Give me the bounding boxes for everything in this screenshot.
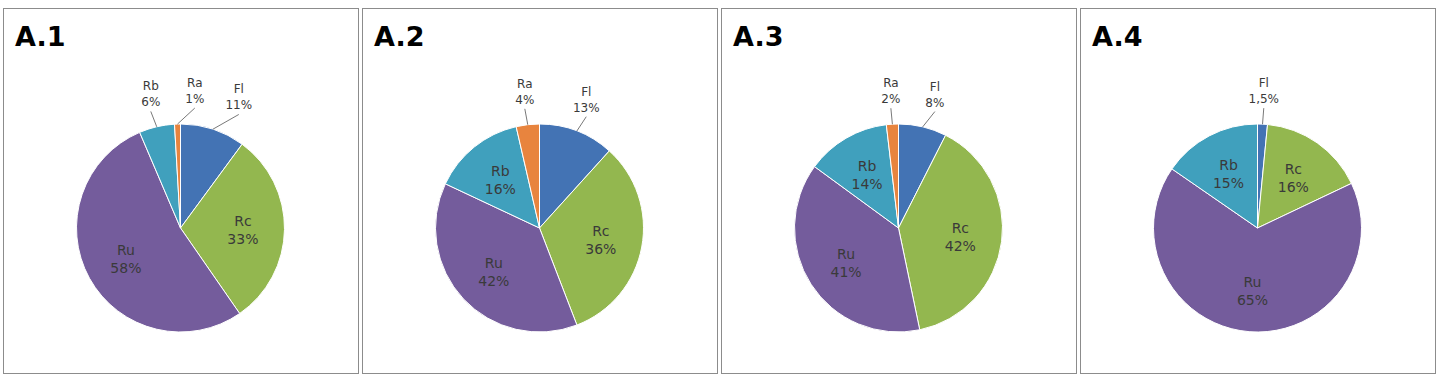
slice-value: 58% — [110, 260, 141, 276]
pie-slice — [886, 124, 898, 228]
data-label: Fl 13% — [573, 85, 600, 115]
slice-category: Rc — [234, 213, 251, 229]
slice-category: Ra — [517, 77, 532, 91]
data-label: Rb 6% — [141, 79, 160, 109]
pie-panel: A.3 Rc 42% Ru 41% Rb 14% Ra 2% Fl 8% — [722, 9, 1077, 374]
leader-line — [213, 114, 239, 129]
data-label: Fl 8% — [925, 80, 944, 110]
data-label: Rb 16% — [485, 163, 516, 197]
slice-value: 16% — [1278, 179, 1309, 195]
slice-value: 15% — [1213, 175, 1244, 191]
data-label: Rb 14% — [851, 158, 882, 192]
leader-line — [151, 111, 157, 126]
slice-category: Rb — [143, 79, 159, 93]
slice-category: Rb — [1219, 157, 1238, 173]
chart-title: A.2 — [374, 21, 424, 52]
slice-category: Ra — [883, 76, 898, 90]
data-label: Ra 4% — [515, 77, 534, 107]
slice-value: 4% — [515, 93, 534, 107]
slice-value: 8% — [925, 96, 944, 110]
data-label: Ra 1% — [185, 76, 204, 106]
pie: Rc 33% Ru 58% Rb 6% Ra 1% Fl 11% — [77, 76, 285, 332]
data-label: Ru 58% — [110, 242, 141, 276]
panel-frame — [4, 9, 359, 374]
data-labels: Rc 16% Ru 65% Rb 15% Fl 1,5% — [1213, 76, 1309, 308]
slice-value: 42% — [945, 238, 976, 254]
slice-category: Ra — [187, 76, 202, 90]
slice-value: 16% — [485, 181, 516, 197]
data-labels: Rc 36% Ru 42% Rb 16% Ra 4% Fl 13% — [478, 77, 616, 289]
pie-slice — [516, 124, 539, 228]
slice-value: 41% — [830, 264, 861, 280]
data-label: Rc 42% — [945, 220, 976, 254]
data-label: Rb 15% — [1213, 157, 1244, 191]
slice-value: 1,5% — [1249, 92, 1280, 106]
slice-value: 6% — [141, 95, 160, 109]
slice-value: 13% — [573, 101, 600, 115]
pie: Rc 42% Ru 41% Rb 14% Ra 2% Fl 8% — [795, 76, 1003, 332]
slice-category: Ru — [485, 255, 503, 271]
data-label: Rc 16% — [1278, 161, 1309, 195]
chart-title: A.4 — [1092, 21, 1142, 52]
pie: Rc 16% Ru 65% Rb 15% Fl 1,5% — [1154, 76, 1362, 332]
slice-category: Rc — [952, 220, 969, 236]
pie-panel: A.1 Rc 33% Ru 58% Rb 6% Ra 1% Fl 11% — [4, 9, 359, 374]
data-label: Rc 36% — [585, 223, 616, 257]
data-label: Fl 11% — [225, 82, 252, 112]
slice-category: Ru — [837, 246, 855, 262]
pie-slice — [175, 124, 181, 228]
leader-line — [1263, 108, 1264, 124]
leader-line — [178, 108, 195, 124]
pie-slice — [140, 124, 181, 228]
slice-category: Rb — [858, 158, 877, 174]
slice-value: 11% — [225, 98, 252, 112]
slice-category: Rc — [592, 223, 609, 239]
data-label: Ru 41% — [830, 246, 861, 280]
slice-category: Fl — [1259, 76, 1269, 90]
pie-slice — [795, 167, 920, 332]
data-labels: Rc 42% Ru 41% Rb 14% Ra 2% Fl 8% — [830, 76, 975, 280]
data-label: Ra 2% — [881, 76, 900, 106]
slice-value: 42% — [478, 273, 509, 289]
slice-value: 33% — [227, 231, 258, 247]
pie-slice — [815, 125, 899, 228]
pie-slice — [1172, 124, 1258, 228]
leader-line — [525, 109, 528, 125]
slice-category: Fl — [581, 85, 591, 99]
slice-category: Rc — [1285, 161, 1302, 177]
data-label: Rc 33% — [227, 213, 258, 247]
slice-value: 2% — [881, 92, 900, 106]
pie-panel: A.4 Rc 16% Ru 65% Rb 15% Fl 1,5% — [1081, 9, 1436, 374]
leader-line — [577, 117, 586, 131]
figure: A.1Rc33%Ru58%Rb6%Ra1%Fl11%A.2Rc36%Ru42%R… — [0, 0, 1446, 377]
slices — [436, 124, 644, 332]
slice-category: Rb — [491, 163, 510, 179]
slices — [795, 124, 1003, 332]
leader-line — [891, 108, 893, 124]
slice-category: Fl — [930, 80, 940, 94]
slice-value: 1% — [185, 92, 204, 106]
slice-value: 36% — [585, 241, 616, 257]
slice-value: 65% — [1237, 292, 1268, 308]
data-label: Ru 42% — [478, 255, 509, 289]
slice-value: 14% — [851, 176, 882, 192]
chart-title: A.1 — [15, 21, 65, 52]
slices — [77, 124, 285, 332]
panel-frame — [1081, 9, 1436, 374]
slice-category: Fl — [234, 82, 244, 96]
data-label: Fl 1,5% — [1249, 76, 1280, 106]
slice-category: Ru — [1243, 274, 1261, 290]
pie-panel: A.2 Rc 36% Ru 42% Rb 16% Ra 4% Fl 13% — [363, 9, 718, 374]
pie: Rc 36% Ru 42% Rb 16% Ra 4% Fl 13% — [436, 77, 644, 332]
data-label: Ru 65% — [1237, 274, 1268, 308]
leader-line — [923, 112, 935, 127]
panel-frame — [722, 9, 1077, 374]
chart-title: A.3 — [733, 21, 783, 52]
slices — [1154, 124, 1362, 332]
data-labels: Rc 33% Ru 58% Rb 6% Ra 1% Fl 11% — [110, 76, 258, 276]
slice-category: Ru — [117, 242, 135, 258]
panel-frame — [363, 9, 718, 374]
